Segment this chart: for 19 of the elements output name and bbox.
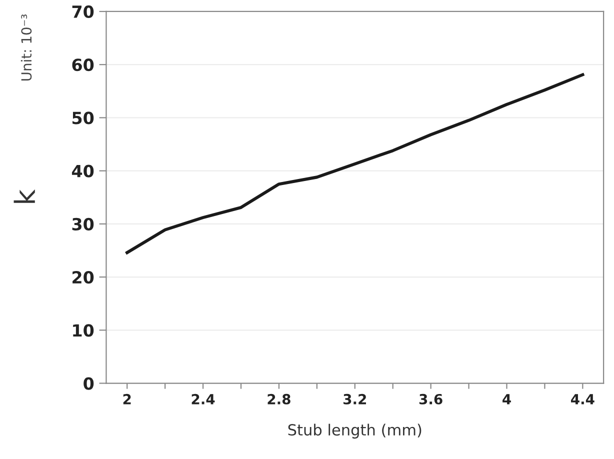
x-tick-label: 3.6 — [419, 394, 442, 404]
x-axis-title: Stub length (mm) — [288, 424, 422, 439]
x-tick-label: 3.2 — [344, 394, 366, 404]
y-tick-label: 60 — [72, 58, 94, 72]
y-tick-label: 20 — [72, 271, 94, 284]
text: Unit: 10⁻³ — [20, 14, 32, 80]
y-tick-label: 0 — [84, 377, 94, 390]
line-series — [126, 73, 584, 254]
x-tick-label: 2 — [123, 394, 131, 404]
y-axis-title: k — [14, 189, 35, 203]
x-tick-label: 2.8 — [268, 394, 290, 404]
y-tick-label: 70 — [72, 5, 94, 18]
y-tick-label: 50 — [72, 112, 94, 124]
y-tick-label: 30 — [72, 218, 94, 230]
x-tick-label: 2.4 — [192, 394, 215, 404]
y-tick-label: 40 — [72, 164, 94, 178]
y-tick-label: 10 — [73, 324, 94, 337]
x-tick-label: 4 — [502, 394, 511, 404]
x-tick-label: 4.4 — [571, 394, 594, 404]
